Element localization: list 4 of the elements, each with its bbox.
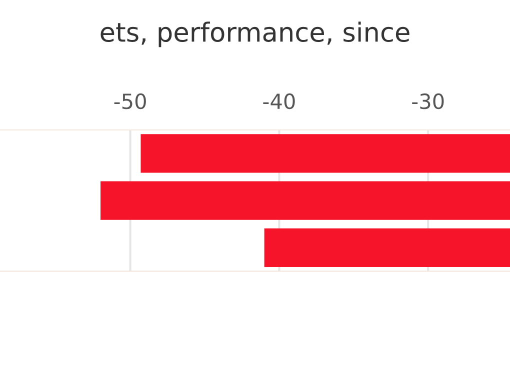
x-tick-label: -40: [263, 93, 295, 110]
x-tick-label: -50: [114, 93, 146, 110]
chart-title: ets, performance, since: [100, 22, 410, 48]
x-tick-label: -30: [412, 93, 444, 110]
